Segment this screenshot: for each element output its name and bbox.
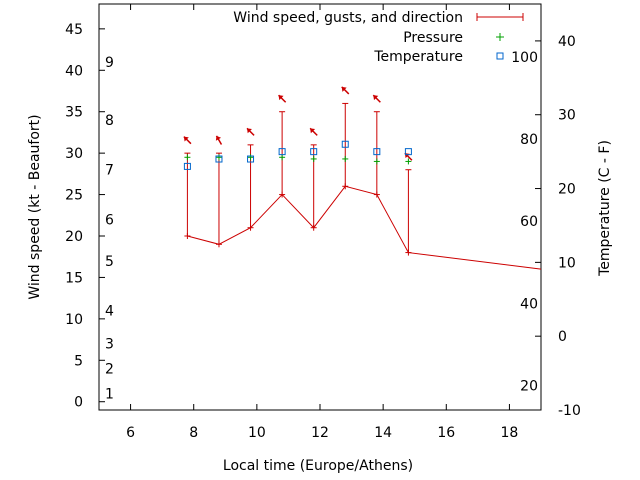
y2-tick-label: -10 bbox=[558, 403, 581, 419]
beaufort-label: 8 bbox=[105, 113, 114, 129]
x-tick-label: 8 bbox=[189, 425, 198, 441]
temperature-point bbox=[341, 140, 349, 148]
beaufort-label: 6 bbox=[105, 212, 114, 228]
x-tick-label: 12 bbox=[311, 425, 329, 441]
beaufort-label: 4 bbox=[105, 304, 114, 320]
fahrenheit-label: 100 bbox=[511, 50, 538, 66]
fahrenheit-label: 20 bbox=[520, 379, 538, 395]
y-tick-label: 10 bbox=[65, 312, 83, 328]
y-tick-label: 40 bbox=[65, 63, 83, 79]
beaufort-label: 9 bbox=[105, 55, 114, 71]
y-tick-label: 0 bbox=[74, 395, 83, 411]
temperature-point bbox=[215, 155, 223, 163]
x-axis-label: Local time (Europe/Athens) bbox=[223, 458, 413, 474]
temperature-point bbox=[278, 148, 286, 156]
wind-direction-arrowhead bbox=[341, 86, 347, 92]
fahrenheit-label: 60 bbox=[520, 214, 538, 230]
beaufort-label: 3 bbox=[105, 337, 114, 353]
temperature-point bbox=[310, 148, 318, 156]
temperature-point bbox=[404, 148, 412, 156]
y2-tick-label: 30 bbox=[558, 108, 576, 124]
wind-direction-arrowhead bbox=[310, 128, 316, 134]
beaufort-label: 7 bbox=[105, 163, 114, 179]
fahrenheit-label: 80 bbox=[520, 132, 538, 148]
y-tick-label: 5 bbox=[74, 353, 83, 369]
x-tick-label: 6 bbox=[126, 425, 135, 441]
wind-series bbox=[183, 86, 542, 270]
y-tick-label: 20 bbox=[65, 229, 83, 245]
y-tick-label: 45 bbox=[65, 22, 83, 38]
y2-axis-label: Temperature (C - F) bbox=[597, 140, 613, 277]
legend-key-wind bbox=[476, 13, 524, 21]
legend-label-temperature: Temperature bbox=[373, 49, 463, 65]
x-tick-label: 16 bbox=[437, 425, 455, 441]
y-axis-label: Wind speed (kt - Beaufort) bbox=[27, 114, 43, 299]
pressure-series bbox=[184, 154, 412, 165]
temperature-point bbox=[183, 162, 191, 170]
fahrenheit-scale: 20 40 60 80 100 bbox=[511, 50, 538, 394]
beaufort-scale: 1 2 3 4 5 6 7 8 9 bbox=[105, 55, 114, 402]
plot-frame bbox=[98, 3, 542, 411]
y2-tick-label: 0 bbox=[558, 329, 567, 345]
wind-direction-arrowhead bbox=[278, 95, 284, 101]
x-tick-label: 10 bbox=[248, 425, 266, 441]
y2-tick-label: 40 bbox=[558, 34, 576, 50]
y-tick-label: 15 bbox=[65, 270, 83, 286]
legend-label-wind: Wind speed, gusts, and direction bbox=[233, 10, 463, 26]
legend: Wind speed, gusts, and direction Pressur… bbox=[233, 10, 524, 65]
wind-direction-arrowhead bbox=[215, 135, 222, 141]
beaufort-label: 1 bbox=[105, 386, 114, 402]
y-tick-label: 35 bbox=[65, 105, 83, 121]
wind-direction-arrowhead bbox=[247, 128, 252, 134]
y-tick-label: 25 bbox=[65, 188, 83, 204]
temperature-point bbox=[247, 155, 255, 163]
y-axis-right: -10 0 10 20 30 40 bbox=[535, 34, 581, 419]
y-tick-label: 30 bbox=[65, 146, 83, 162]
beaufort-label: 2 bbox=[105, 362, 114, 378]
temperature-point bbox=[373, 148, 381, 156]
y2-tick-label: 10 bbox=[558, 255, 576, 271]
x-axis: 6 8 10 12 14 16 18 bbox=[126, 4, 518, 441]
legend-key-pressure bbox=[496, 33, 504, 41]
y-axis-left: 0 5 10 15 20 25 30 35 40 45 bbox=[65, 22, 105, 411]
legend-label-pressure: Pressure bbox=[403, 30, 463, 46]
y2-tick-label: 20 bbox=[558, 182, 576, 198]
wind-direction-arrowhead bbox=[183, 136, 189, 142]
beaufort-label: 5 bbox=[105, 254, 114, 270]
wind-speed-line bbox=[187, 185, 542, 270]
wind-direction-arrowhead bbox=[373, 95, 379, 101]
x-tick-label: 14 bbox=[374, 425, 392, 441]
fahrenheit-label: 40 bbox=[520, 297, 538, 313]
x-tick-label: 18 bbox=[501, 425, 519, 441]
legend-key-temperature bbox=[496, 52, 504, 60]
temperature-series bbox=[183, 140, 412, 170]
